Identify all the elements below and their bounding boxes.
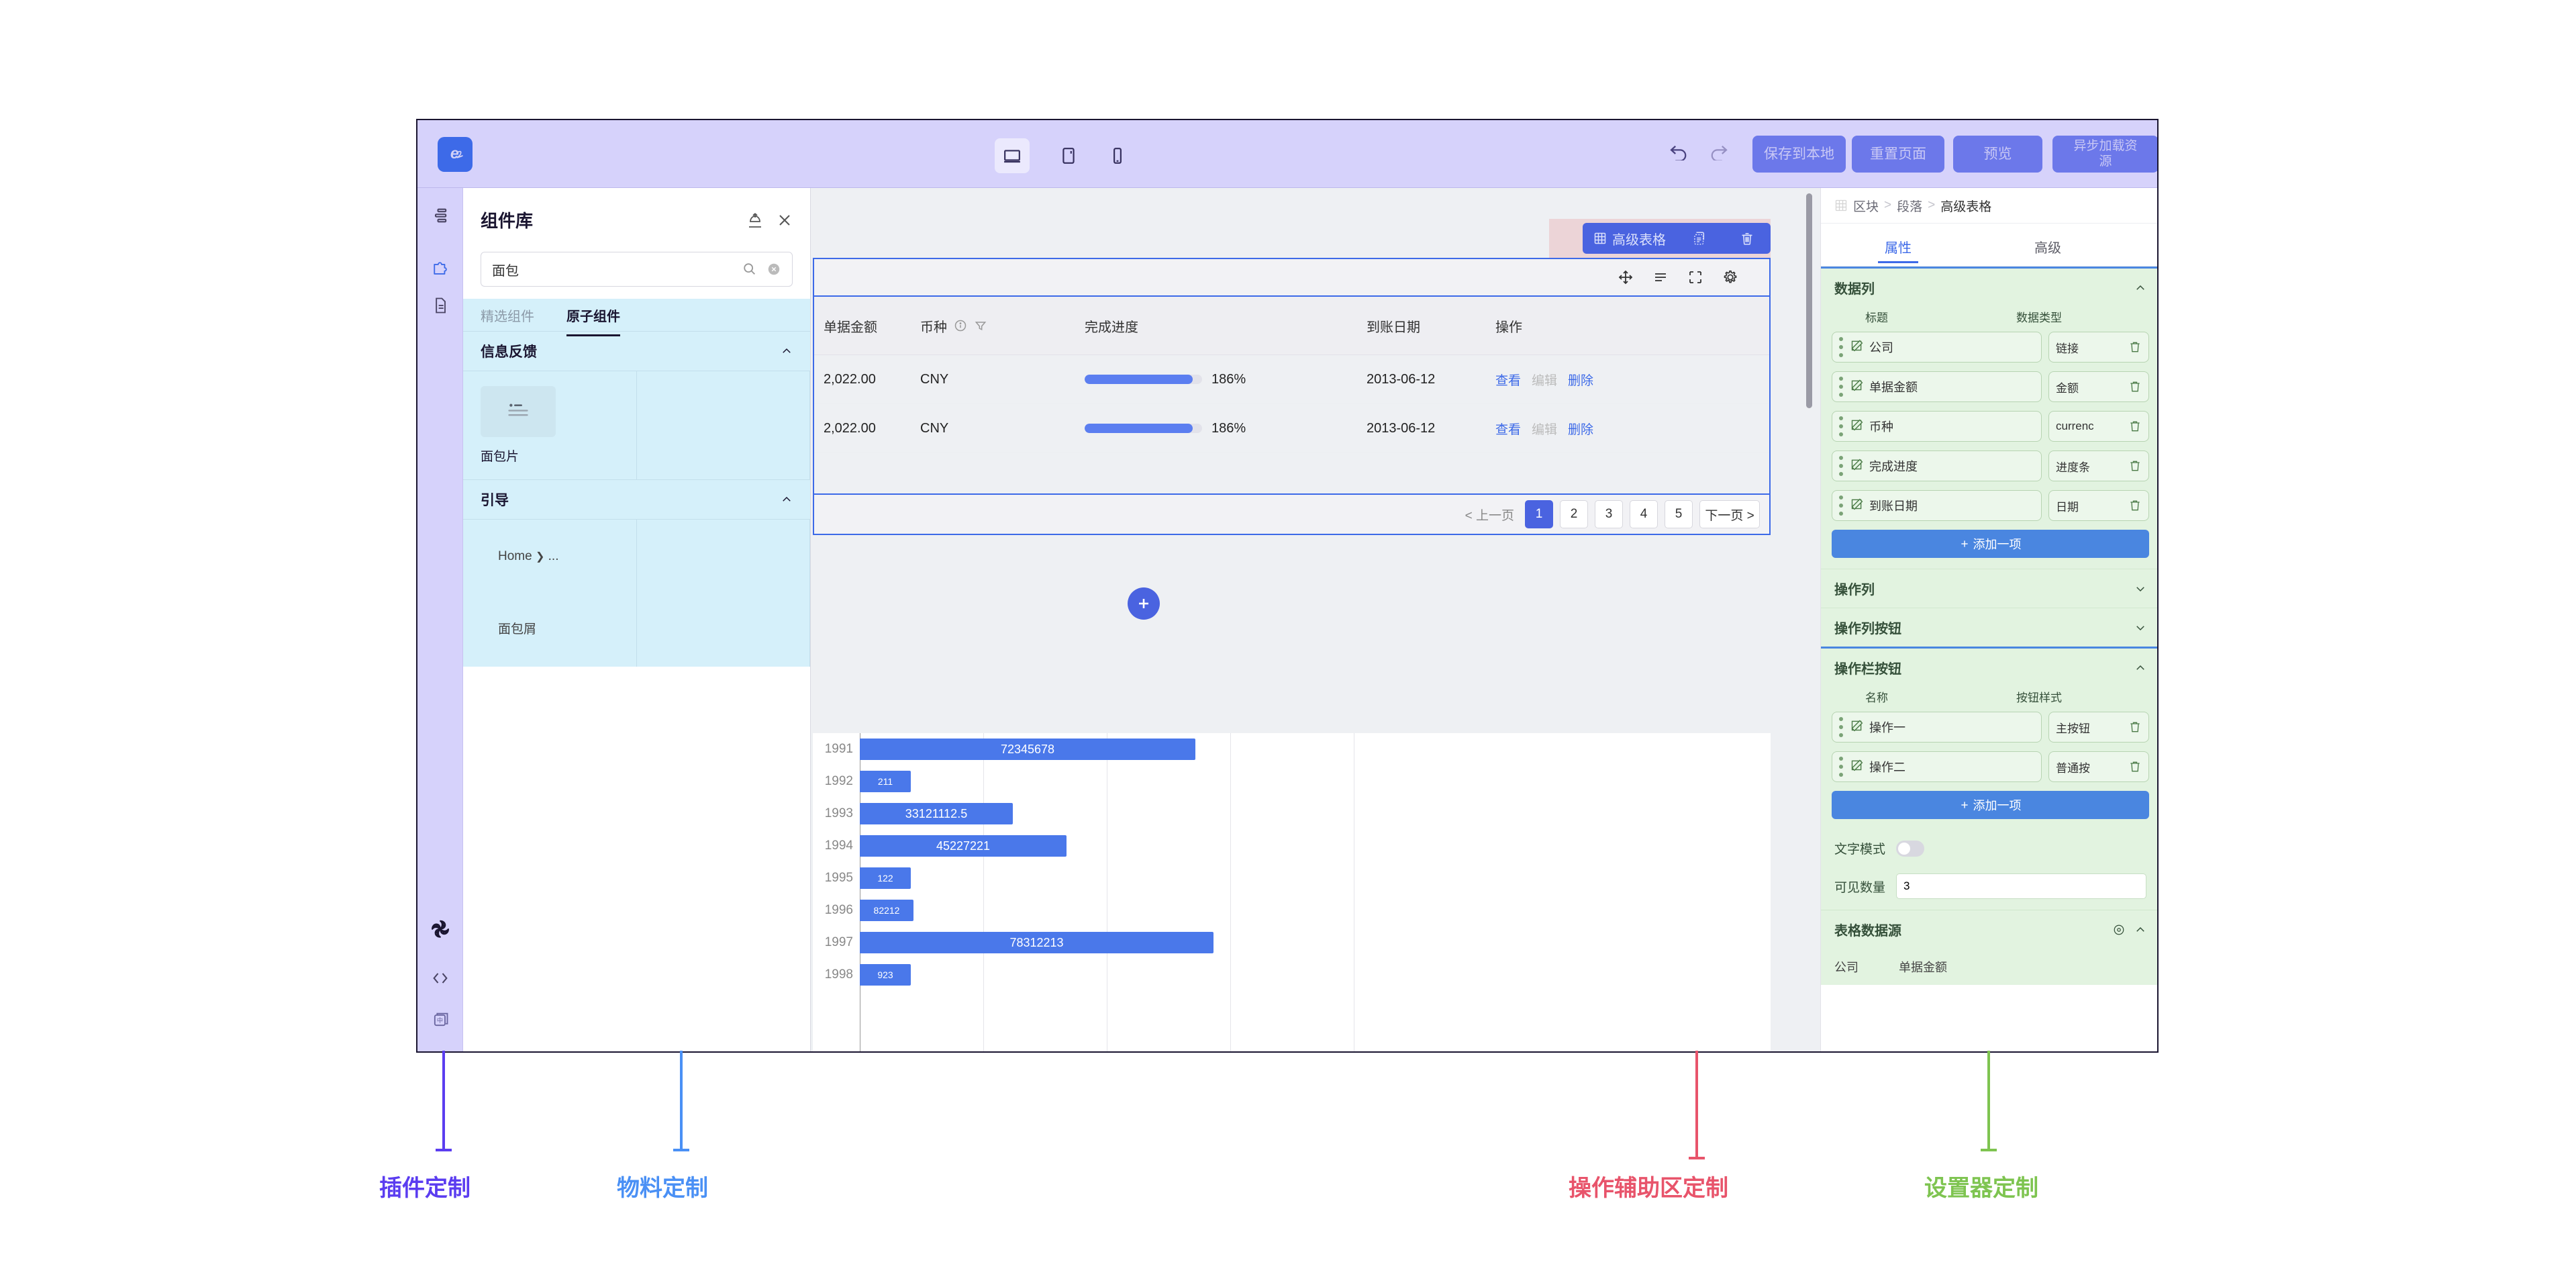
svg-text:中: 中 <box>437 1016 443 1024</box>
svg-text:e: e <box>450 144 459 162</box>
